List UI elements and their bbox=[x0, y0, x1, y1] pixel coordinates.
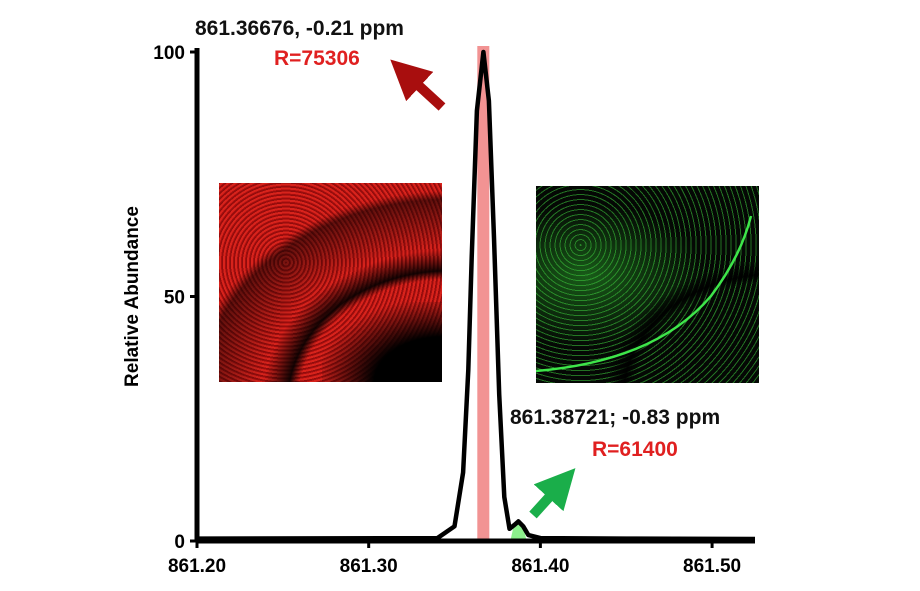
green-arrow bbox=[529, 468, 576, 519]
x-tick-label: 861.20 bbox=[168, 556, 226, 577]
spectrum-line bbox=[196, 49, 756, 542]
peak-highlight-band bbox=[477, 46, 490, 541]
red-ion-image bbox=[219, 183, 442, 382]
x-tick-label: 861.50 bbox=[683, 556, 741, 577]
x-tick-label: 861.40 bbox=[511, 556, 569, 577]
red-arrow bbox=[390, 59, 446, 111]
red-ion-image-shadow bbox=[322, 302, 442, 382]
y-tick-label: 100 bbox=[153, 43, 185, 64]
green-ion-image bbox=[536, 186, 759, 383]
green-ion-image-rim bbox=[536, 215, 753, 373]
peak1-resolution-label: R=75306 bbox=[274, 47, 360, 70]
green-ion-image-texture bbox=[536, 186, 759, 383]
x-tick-label: 861.30 bbox=[340, 556, 398, 577]
peak1-mass-label: 861.36676, -0.21 ppm bbox=[195, 17, 404, 40]
y-tick-label: 0 bbox=[174, 532, 185, 553]
peak2-mass-label: 861.38721; -0.83 ppm bbox=[510, 406, 721, 429]
y-tick-label: 50 bbox=[164, 288, 185, 309]
y-axis-label: Relative Abundance bbox=[122, 206, 143, 387]
peak2-resolution-label: R=61400 bbox=[592, 438, 678, 461]
